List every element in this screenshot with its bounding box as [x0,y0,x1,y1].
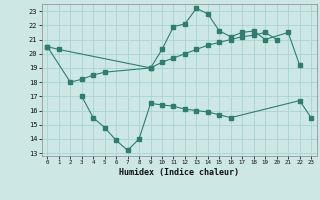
X-axis label: Humidex (Indice chaleur): Humidex (Indice chaleur) [119,168,239,177]
